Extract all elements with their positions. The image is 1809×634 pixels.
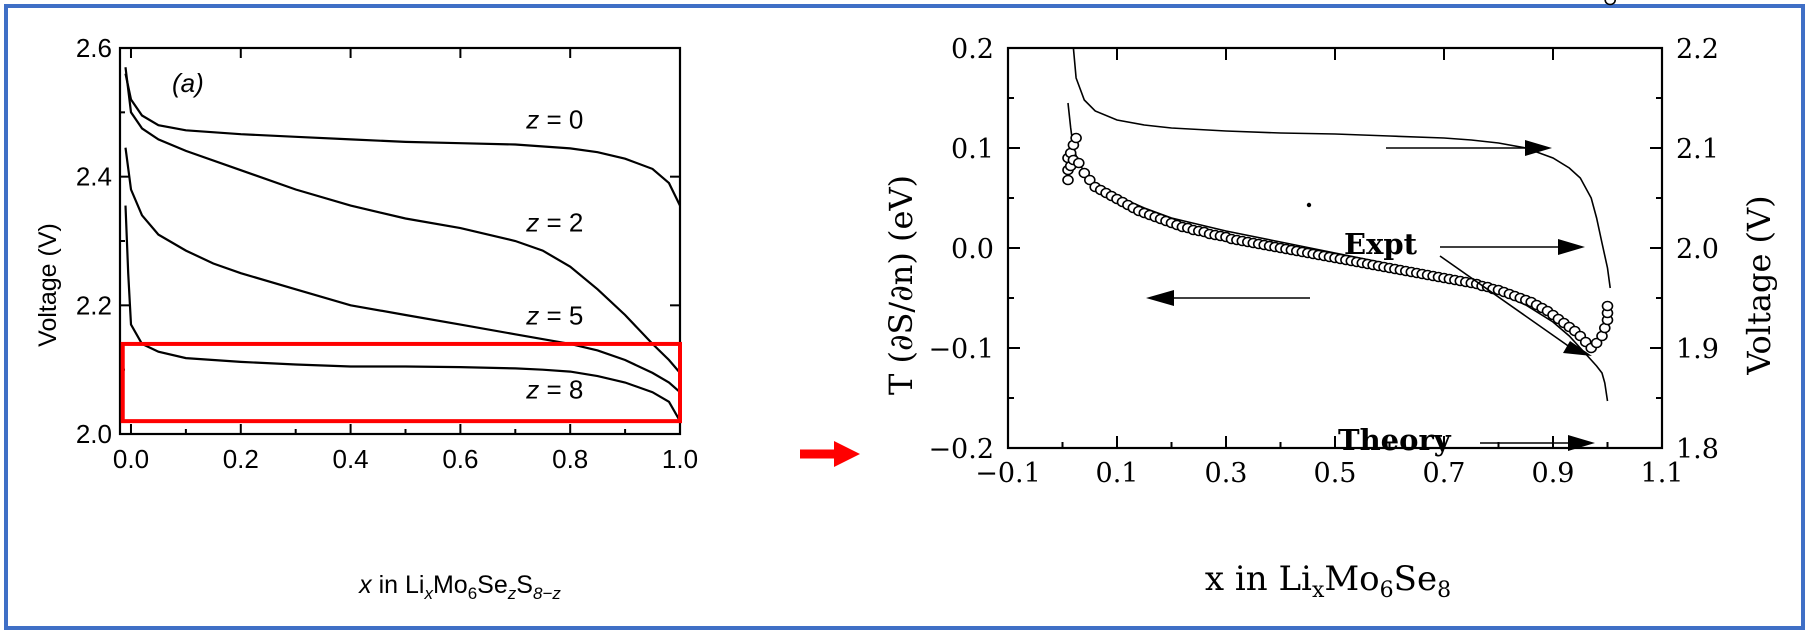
highlight-box (120, 341, 682, 424)
left-chart: 0.0 0.2 0.4 0.6 0.8 1.0 2.02.22.42.6 z = 0z =… (34, 33, 698, 603)
right-x-tick-labels: −0.1 0.1 0.3 0.5 0.7 0.9 1.1 (975, 458, 1683, 489)
theory-label: Theory (1338, 423, 1452, 457)
right-left-y-tick-labels: −0.2 −0.1 0.0 0.1 0.2 (928, 34, 994, 465)
expt-point (1070, 132, 1082, 144)
right-x-tick-label: 0.5 (1314, 458, 1357, 489)
left-series-line-z0 (124, 73, 681, 207)
right-series-group (1062, 0, 1616, 402)
theory-arrow (1480, 435, 1595, 451)
right-left-y-tick-label: 0.2 (951, 34, 994, 65)
left-x-tick-label: 0.6 (442, 444, 478, 474)
voltage-curve (1072, 47, 1611, 289)
left-series-label: z = 8 (525, 375, 583, 405)
expt-point (1078, 167, 1091, 179)
left-y-tick-label: 2.6 (76, 33, 112, 63)
right-right-y-tick-label: 2.2 (1676, 34, 1719, 65)
expt-point (1084, 174, 1096, 186)
left-series-group (124, 67, 681, 422)
voltage-axis-arrow (1386, 140, 1552, 156)
left-y-axis-label: Voltage (V) (34, 223, 62, 347)
left-x-tick-label: 0.0 (113, 444, 149, 474)
right-left-y-tick-label: −0.2 (928, 434, 994, 465)
right-left-y-axis-label: T (∂S/∂n) (eV) (882, 175, 920, 395)
right-left-y-tick-label: 0.1 (951, 134, 994, 165)
expt-arrow-to-voltage (1440, 239, 1585, 255)
right-x-tick-label: 0.1 (1096, 458, 1139, 489)
right-chart: −0.1 0.1 0.3 0.5 0.7 0.9 1.1 −0.2−0.10.00.10.2… (882, 0, 1778, 603)
left-y-tick-label: 2.4 (76, 162, 112, 192)
left-x-axis-label: x in LixMo6SezS8−z (358, 571, 561, 603)
expt-point (1601, 300, 1614, 312)
left-ticks (120, 47, 681, 435)
right-x-tick-label: 0.7 (1423, 458, 1466, 489)
entropy-axis-arrow (1146, 290, 1310, 306)
left-y-tick-labels: 2.0 2.2 2.4 2.6 (76, 33, 112, 449)
left-series-label: z = 2 (525, 207, 583, 237)
expt-arrow-to-points (1439, 255, 1592, 356)
stray-dot (1306, 202, 1312, 208)
right-x-axis-label: x in LixMo6Se8 (1205, 559, 1451, 603)
connector-arrow (800, 441, 860, 467)
left-series-labels: z = 0 z = 2 z = 5 z = 8 (525, 104, 583, 404)
right-right-y-axis-label: Voltage (V) (1740, 195, 1778, 375)
left-series-label: z = 0 (525, 104, 583, 134)
right-left-y-tick-label: 0.0 (951, 234, 994, 265)
right-right-y-tick-label: 1.8 (1676, 434, 1719, 465)
left-y-tick-label: 2.0 (76, 419, 112, 449)
left-x-tick-label: 0.2 (223, 444, 259, 474)
left-series-label: z = 5 (525, 301, 583, 331)
left-x-tick-label: 1.0 (662, 444, 698, 474)
left-series-line-z3 (124, 205, 681, 422)
left-x-tick-label: 0.4 (333, 444, 369, 474)
right-right-y-tick-label: 1.9 (1676, 334, 1719, 365)
right-x-tick-label: 0.3 (1205, 458, 1248, 489)
right-x-tick-label: 0.9 (1532, 458, 1575, 489)
left-y-tick-label: 2.2 (76, 290, 112, 320)
left-series-line-z1 (124, 67, 681, 374)
right-ticks (1007, 47, 1663, 449)
expt-point (1062, 174, 1074, 186)
right-right-y-tick-label: 2.0 (1676, 234, 1719, 265)
right-x-tick-label: 1.1 (1641, 458, 1684, 489)
expt-point (1073, 157, 1085, 169)
right-right-y-tick-label: 2.1 (1676, 134, 1719, 165)
right-x-tick-label: −0.1 (975, 458, 1041, 489)
expt-point (1604, 0, 1616, 6)
panel-label: (a) (172, 68, 204, 98)
figure-frame (4, 4, 1805, 630)
left-x-tick-labels: 0.0 0.2 0.4 0.6 0.8 1.0 (113, 444, 698, 474)
left-series-line-z2 (124, 147, 681, 394)
expt-point (1590, 337, 1603, 349)
right-right-y-tick-labels: 1.8 1.9 2.0 2.1 2.2 (1676, 34, 1719, 465)
left-x-tick-label: 0.8 (552, 444, 588, 474)
annotation-arrows (1146, 140, 1595, 451)
expt-label: Expt (1344, 227, 1418, 261)
right-left-y-tick-label: −0.1 (928, 334, 994, 365)
